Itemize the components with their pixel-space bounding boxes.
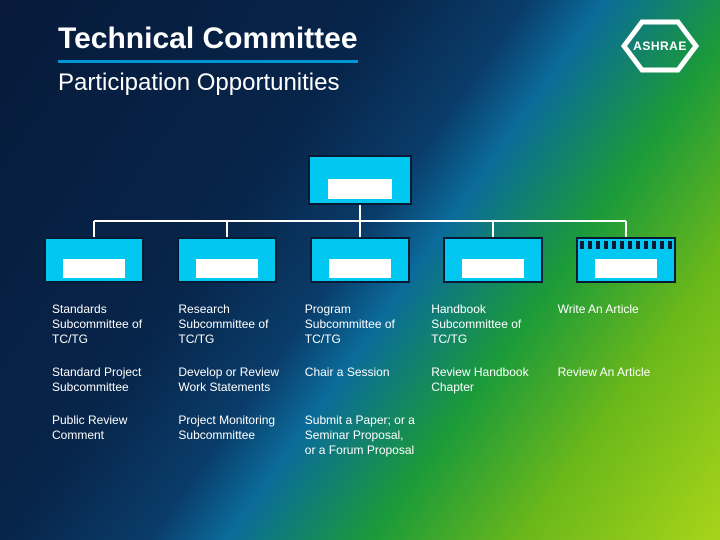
content-grid: Standards Subcommittee of TC/TG Research… xyxy=(52,302,672,458)
org-chart xyxy=(44,155,676,285)
cell-r2-c4 xyxy=(558,413,672,458)
cell-r0-c0: Standards Subcommittee of TC/TG xyxy=(52,302,166,347)
cell-r2-c2: Submit a Paper; or a Seminar Proposal, o… xyxy=(305,413,419,458)
org-child-3 xyxy=(310,237,410,283)
cell-r1-c1: Develop or Review Work Statements xyxy=(178,365,292,395)
org-child-5 xyxy=(576,237,676,283)
cell-r1-c3: Review Handbook Chapter xyxy=(431,365,545,395)
cell-r2-c0: Public Review Comment xyxy=(52,413,166,458)
cell-r1-c4: Review An Article xyxy=(558,365,672,395)
page-subtitle: Participation Opportunities xyxy=(58,69,358,97)
org-top-node xyxy=(308,155,412,205)
cell-r2-c1: Project Monitoring Subcommittee xyxy=(178,413,292,458)
cell-r1-c0: Standard Project Subcommittee xyxy=(52,365,166,395)
org-child-2 xyxy=(177,237,277,283)
brand-logo: ASHRAE xyxy=(618,18,702,74)
org-child-row xyxy=(44,237,676,283)
cell-r0-c3: Handbook Subcommittee of TC/TG xyxy=(431,302,545,347)
cell-r0-c2: Program Subcommittee of TC/TG xyxy=(305,302,419,347)
brand-logo-text: ASHRAE xyxy=(633,39,687,53)
org-child-4 xyxy=(443,237,543,283)
cell-r0-c4: Write An Article xyxy=(558,302,672,347)
cell-r0-c1: Research Subcommittee of TC/TG xyxy=(178,302,292,347)
slide: ASHRAE Technical Committee Participation… xyxy=(0,0,720,540)
cell-r1-c2: Chair a Session xyxy=(305,365,419,395)
page-title: Technical Committee xyxy=(58,22,358,63)
cell-r2-c3 xyxy=(431,413,545,458)
title-block: Technical Committee Participation Opport… xyxy=(58,22,358,97)
org-child-1 xyxy=(44,237,144,283)
